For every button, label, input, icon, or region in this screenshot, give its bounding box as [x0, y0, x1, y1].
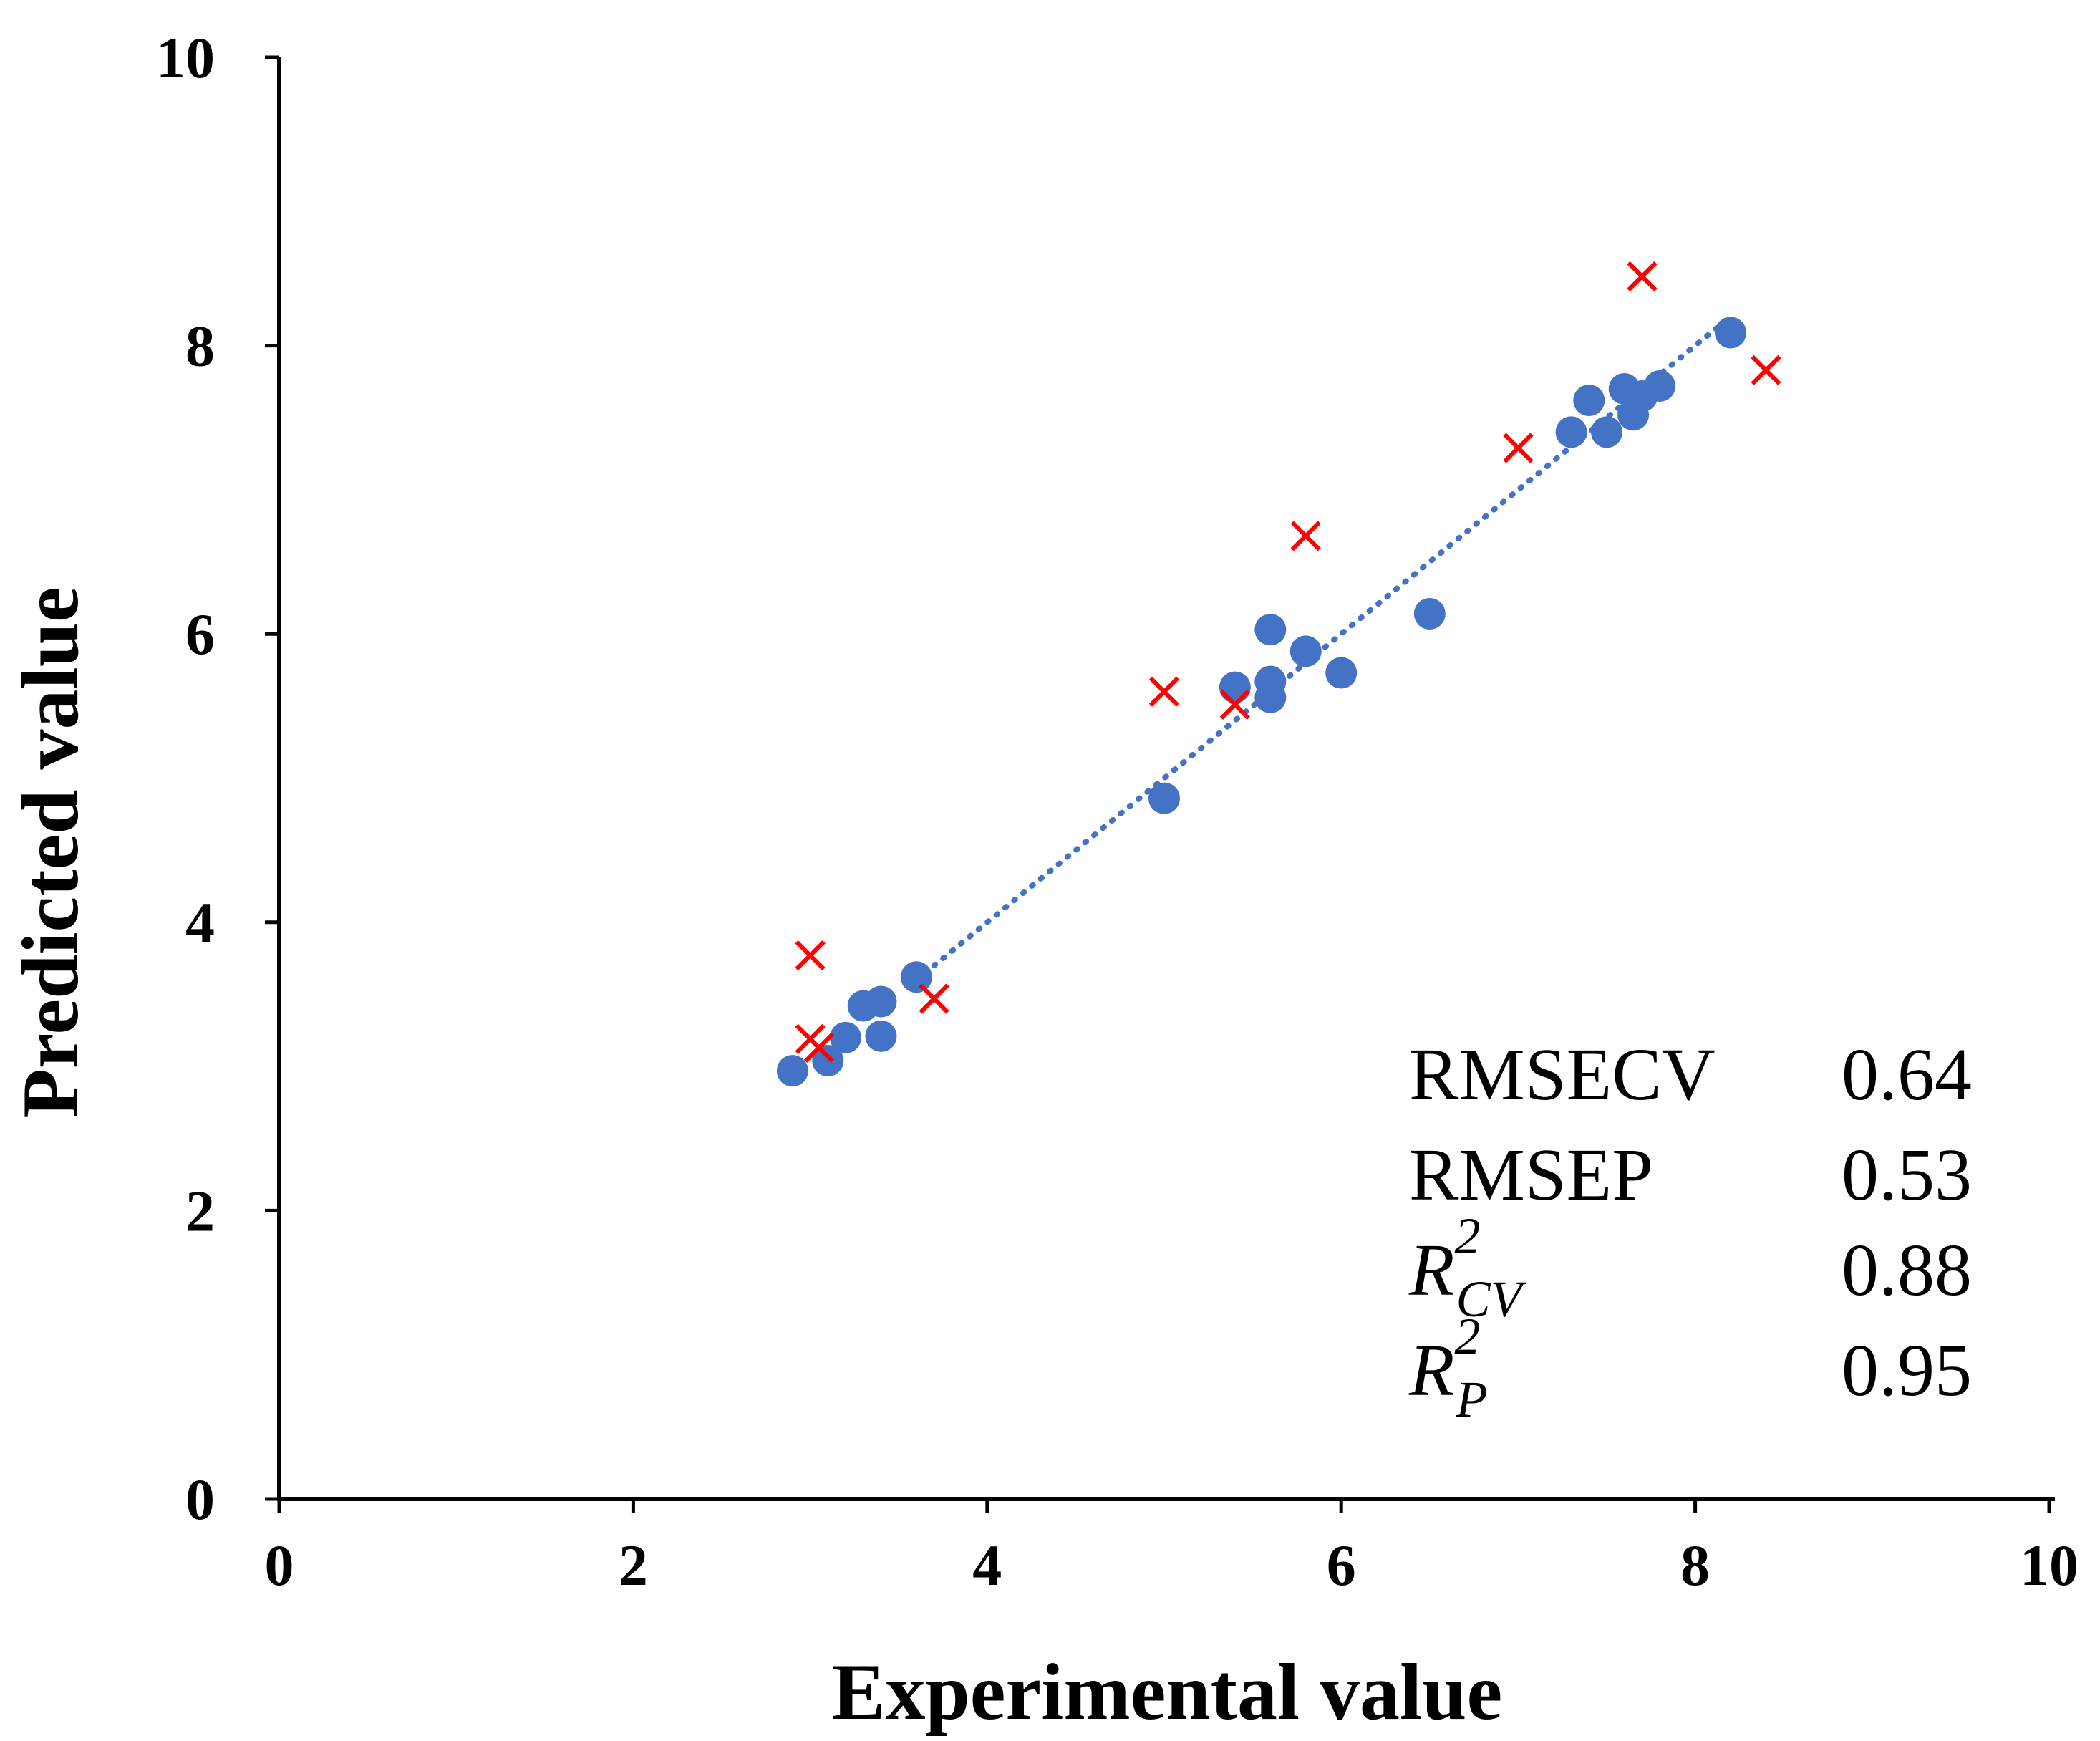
calibration-point	[812, 1045, 844, 1077]
r2p-sub: P	[1456, 1371, 1488, 1428]
r2p-sup: 2	[1455, 1308, 1481, 1365]
trendline-layer	[922, 314, 1734, 976]
x-tick-label: 6	[1327, 1533, 1356, 1598]
ticks-layer: 0 2 4 6 8 10 0 2 4 6 8 10	[156, 25, 2079, 1598]
x-tick-label: 4	[972, 1533, 1002, 1598]
prediction-point	[1503, 433, 1534, 463]
y-axis-title: Predicted value	[6, 587, 95, 1117]
calibration-point	[776, 1055, 808, 1087]
calibration-point	[1289, 635, 1322, 667]
calibration-point	[1555, 416, 1587, 448]
stat-value-r2cv: 0.88	[1842, 1229, 1972, 1311]
r2cv-sub: CV	[1456, 1270, 1527, 1328]
points-layer	[776, 261, 1781, 1087]
prediction-point	[795, 940, 826, 971]
prediction-point	[919, 983, 949, 1014]
prediction-point	[1627, 261, 1658, 292]
calibration-point	[1573, 385, 1605, 417]
y-tick-label: 10	[156, 25, 215, 90]
y-tick-label: 8	[185, 314, 215, 379]
y-tick-label: 0	[185, 1467, 215, 1532]
stat-label-r2p: R 2 P	[1408, 1308, 1488, 1428]
calibration-point	[865, 985, 897, 1018]
stat-label-r2cv: R 2 CV	[1408, 1207, 1527, 1328]
r2p-symbol: R	[1408, 1329, 1455, 1412]
x-tick-label: 0	[265, 1533, 294, 1598]
calibration-point	[1325, 657, 1358, 689]
calibration-point	[1591, 416, 1622, 448]
calibration-point	[900, 961, 932, 993]
calibration-point	[1254, 665, 1287, 698]
x-axis-title: Experimental value	[832, 1648, 1502, 1737]
stat-value-r2p: 0.95	[1842, 1329, 1972, 1412]
x-tick-label: 8	[1680, 1533, 1710, 1598]
calibration-point	[865, 1020, 897, 1052]
stat-label-rmsecv: RMSECV	[1409, 1033, 1716, 1116]
calibration-point	[1413, 598, 1446, 630]
prediction-point	[1751, 355, 1781, 385]
y-tick-label: 6	[185, 602, 215, 667]
stat-value-rmsep: 0.53	[1842, 1134, 1972, 1216]
y-tick-label: 2	[185, 1178, 215, 1243]
r2cv-sup: 2	[1455, 1207, 1481, 1265]
prediction-point	[803, 1032, 835, 1064]
stat-value-rmsecv: 0.64	[1842, 1033, 1972, 1116]
prediction-point	[1290, 521, 1321, 551]
prediction-point	[1148, 676, 1180, 707]
prediction-point	[1219, 689, 1251, 720]
x-tick-label: 10	[2020, 1533, 2079, 1598]
calibration-point	[1254, 614, 1287, 646]
calibration-point	[1219, 671, 1251, 703]
trendline	[922, 314, 1734, 976]
x-tick-label: 2	[619, 1533, 648, 1598]
y-tick-label: 4	[185, 890, 215, 955]
calibration-point	[830, 1021, 862, 1053]
stat-label-rmsep: RMSEP	[1409, 1134, 1653, 1216]
calibration-point	[1644, 370, 1676, 402]
stats-block: RMSECV 0.64 RMSEP 0.53 R 2 CV 0.88 R 2 P…	[1408, 1033, 1972, 1428]
r2cv-symbol: R	[1408, 1229, 1455, 1311]
calibration-point	[1715, 317, 1747, 349]
calibration-point	[1148, 782, 1180, 814]
